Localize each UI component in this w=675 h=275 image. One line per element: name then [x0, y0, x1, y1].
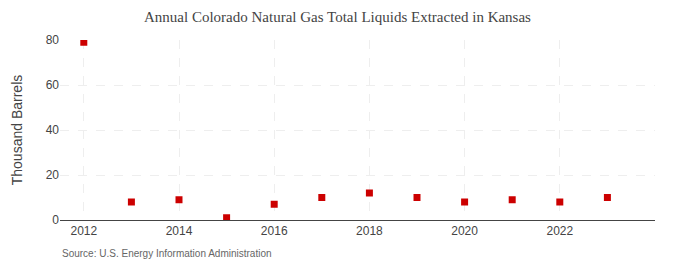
svg-text:2020: 2020	[451, 224, 478, 238]
svg-text:2018: 2018	[356, 224, 383, 238]
svg-text:2022: 2022	[546, 224, 573, 238]
svg-text:Thousand Barrels: Thousand Barrels	[9, 75, 25, 186]
svg-text:Annual Colorado Natural Gas To: Annual Colorado Natural Gas Total Liquid…	[144, 9, 531, 25]
svg-text:20: 20	[46, 168, 60, 182]
svg-text:2014: 2014	[166, 224, 193, 238]
svg-text:80: 80	[46, 33, 60, 47]
svg-text:60: 60	[46, 78, 60, 92]
svg-text:2016: 2016	[261, 224, 288, 238]
svg-text:40: 40	[46, 123, 60, 137]
svg-text:2012: 2012	[70, 224, 97, 238]
svg-text:Source: U.S. Energy Informatio: Source: U.S. Energy Information Administ…	[62, 248, 272, 259]
svg-text:0: 0	[52, 213, 59, 227]
